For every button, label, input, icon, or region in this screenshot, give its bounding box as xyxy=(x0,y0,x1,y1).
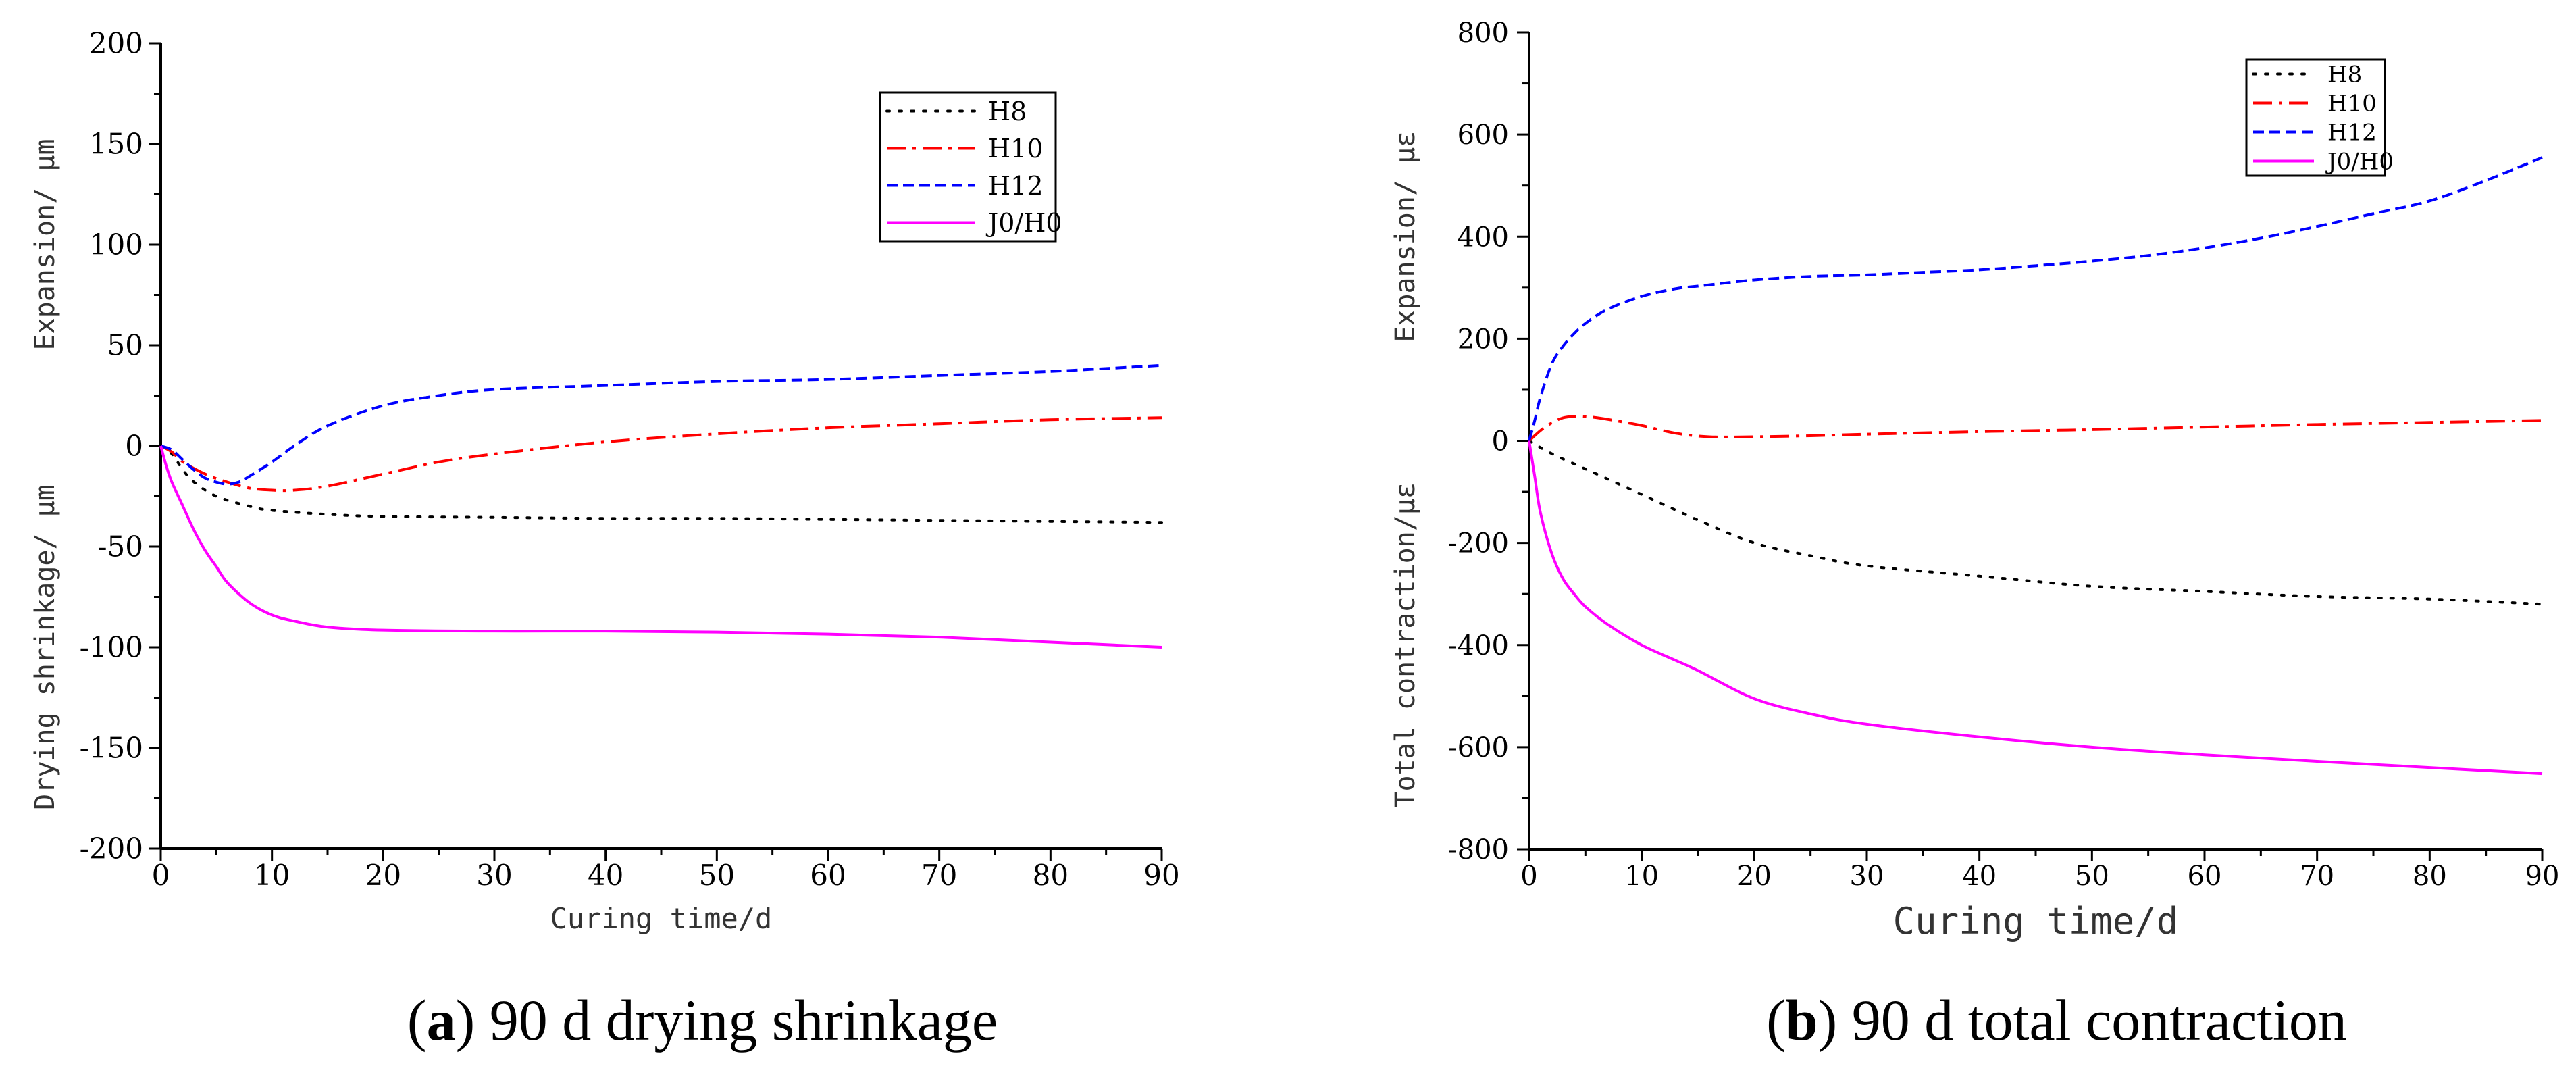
caption-a-paren-close: ) xyxy=(455,988,475,1053)
y-tick-label: -200 xyxy=(1448,528,1509,559)
legend-box xyxy=(2245,58,2386,177)
x-tick-label: 80 xyxy=(2413,861,2447,892)
legend-label: J0/H0 xyxy=(985,208,1062,238)
x-tick-label: 50 xyxy=(2075,861,2109,892)
caption-a: (a) 90 d drying shrinkage xyxy=(257,983,1148,1057)
y-tick-label: 0 xyxy=(125,430,143,463)
x-tick-label: 90 xyxy=(1143,859,1179,892)
x-tick-label: 20 xyxy=(1737,861,1772,892)
x-tick-label: 30 xyxy=(476,859,512,892)
y-axis-title-upper: Expansion/ με xyxy=(1390,131,1421,343)
legend-label: H8 xyxy=(2327,61,2362,88)
legend-label: H12 xyxy=(988,171,1044,201)
y-axis-title-lower: Drying shrinkage/ μm xyxy=(30,484,61,810)
x-tick-label: 20 xyxy=(365,859,401,892)
series-line-h12 xyxy=(1528,156,2543,442)
x-tick-label: 40 xyxy=(1962,861,1997,892)
caption-b-letter: b xyxy=(1785,988,1818,1053)
caption-b-text: 90 d total contraction xyxy=(1837,988,2347,1053)
legend-box xyxy=(879,91,1057,243)
series-line-h10 xyxy=(160,416,1162,493)
y-tick-label: 800 xyxy=(1458,18,1509,49)
series-line-j0-h0 xyxy=(159,445,1162,649)
x-tick-label: 70 xyxy=(921,859,957,892)
series-line-h12 xyxy=(160,363,1162,486)
y-tick-label: -150 xyxy=(80,732,143,765)
series-line-j0-h0 xyxy=(1528,440,2543,776)
legend-label: J0/H0 xyxy=(2325,148,2394,175)
y-tick-label: -800 xyxy=(1448,834,1509,865)
y-tick-label: 150 xyxy=(89,128,143,161)
y-tick-label: 200 xyxy=(1458,324,1509,355)
series-line-h8 xyxy=(159,445,1163,524)
x-tick-label: 80 xyxy=(1033,859,1068,892)
x-tick-label: 10 xyxy=(254,859,290,892)
y-tick-label: 0 xyxy=(1492,426,1509,457)
y-tick-label: 400 xyxy=(1458,222,1509,253)
x-tick-label: 50 xyxy=(699,859,735,892)
x-tick-label: 10 xyxy=(1624,861,1659,892)
caption-b-paren-open: ( xyxy=(1766,988,1786,1053)
x-tick-label: 90 xyxy=(2525,861,2560,892)
x-tick-label: 30 xyxy=(1850,861,1884,892)
legend: H8 H10 H12 J0/H0 xyxy=(879,91,1062,243)
legend-label: H10 xyxy=(988,134,1044,163)
y-axis-title-upper: Expansion/ μm xyxy=(30,138,61,350)
y-tick-label: -400 xyxy=(1448,630,1509,661)
caption-b-paren-close: ) xyxy=(1818,988,1838,1053)
chart-b-total-contraction: -800 -600 -400 -200 0 200 400 600 800 0 10 20 30 40 50… xyxy=(1390,18,2559,942)
series-line-h10 xyxy=(1528,414,2543,442)
y-tick-label: -600 xyxy=(1448,732,1509,763)
chart-a-drying-shrinkage: -200 -150 -100 -50 0 50 100 150 200 0 10 20 30 40 50 60… xyxy=(30,27,1180,935)
x-tick-label: 60 xyxy=(2188,861,2222,892)
x-axis-title: Curing time/d xyxy=(1893,900,2179,942)
y-tick-label: 600 xyxy=(1458,120,1509,151)
y-tick-label: 200 xyxy=(89,27,143,60)
x-tick-label: 0 xyxy=(152,859,170,892)
x-axis-title: Curing time/d xyxy=(550,902,773,935)
y-tick-label: -100 xyxy=(80,631,143,664)
caption-b: (b) 90 d total contraction xyxy=(1614,983,2499,1057)
legend-label: H12 xyxy=(2327,119,2377,146)
x-tick-label: 40 xyxy=(588,859,623,892)
x-tick-label: 70 xyxy=(2300,861,2334,892)
legend-label: H10 xyxy=(2327,90,2377,117)
y-tick-label: -200 xyxy=(80,832,143,865)
caption-a-letter: a xyxy=(426,988,456,1053)
x-tick-label: 60 xyxy=(810,859,846,892)
x-tick-label: 0 xyxy=(1520,861,1537,892)
y-tick-label: 100 xyxy=(89,228,143,261)
y-tick-label: -50 xyxy=(97,530,143,563)
series-line-h8 xyxy=(1528,439,2544,606)
caption-a-text: 90 d drying shrinkage xyxy=(475,988,998,1053)
y-axis-title-lower: Total contraction/με xyxy=(1390,482,1421,808)
legend-label: H8 xyxy=(988,97,1027,126)
caption-a-paren-open: ( xyxy=(407,988,427,1053)
y-tick-label: 50 xyxy=(107,329,143,362)
